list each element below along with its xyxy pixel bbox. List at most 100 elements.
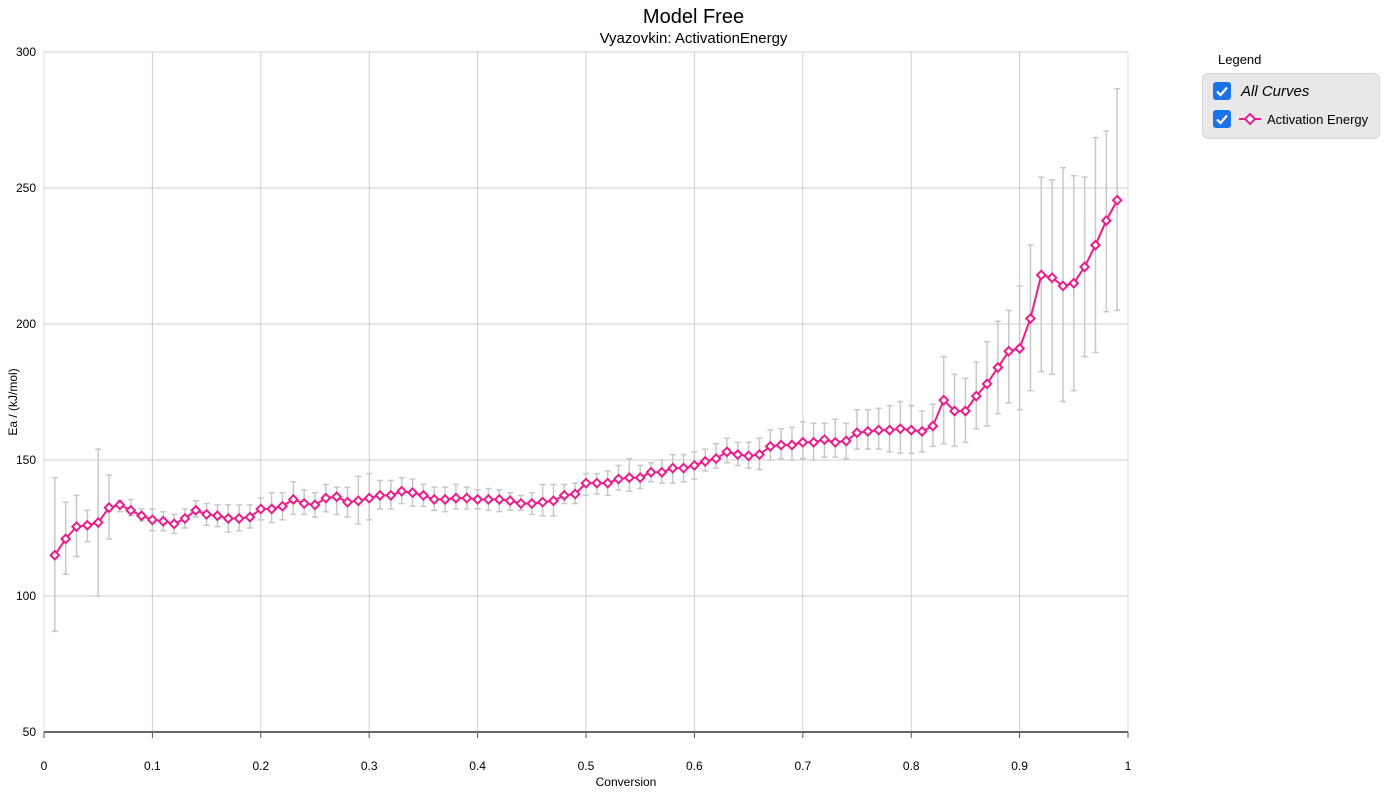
data-point: [970, 390, 982, 402]
data-point: [309, 499, 321, 511]
data-point: [677, 462, 690, 474]
legend-box: All Curves Activation Energy: [1202, 73, 1380, 139]
data-point: [222, 512, 234, 525]
data-point: [894, 423, 906, 435]
data-point: [938, 394, 950, 406]
x-tick-label: 0: [41, 759, 48, 773]
data-point: [417, 489, 430, 501]
data-point: [808, 436, 820, 448]
data-point: [602, 477, 614, 489]
data-point: [1089, 239, 1102, 251]
data-point: [699, 455, 711, 467]
data-point: [623, 472, 635, 484]
x-tick-label: 1: [1125, 759, 1132, 773]
data-point: [959, 405, 972, 417]
data-point: [656, 466, 668, 478]
legend-item-all-curves[interactable]: All Curves: [1213, 80, 1309, 102]
x-tick-label: 0.2: [252, 759, 269, 773]
y-tick-label: 200: [16, 317, 36, 331]
y-tick-label: 150: [16, 453, 36, 467]
data-point: [233, 512, 245, 525]
data-point: [558, 489, 570, 501]
data-point: [753, 448, 766, 461]
chart-title: Model Free: [642, 6, 745, 28]
data-point: [1057, 280, 1069, 292]
data-point: [1068, 277, 1080, 289]
data-point: [179, 512, 191, 525]
y-tick-label: 50: [23, 725, 37, 739]
data-point: [775, 439, 787, 451]
data-point: [320, 492, 332, 504]
data-point: [526, 497, 538, 510]
data-point: [168, 518, 180, 530]
data-point: [981, 378, 993, 390]
data-point: [125, 504, 137, 516]
data-point: [569, 488, 581, 500]
data-point: [742, 450, 755, 462]
y-tick-label: 100: [16, 589, 36, 603]
data-point: [190, 504, 202, 516]
data-point: [200, 508, 213, 521]
data-point: [612, 473, 625, 485]
data-point: [374, 489, 386, 501]
x-axis-label: Conversion: [596, 775, 657, 789]
data-point: [829, 436, 841, 448]
data-point: [276, 500, 289, 512]
data-point: [1100, 215, 1112, 227]
checkbox-checked-icon[interactable]: [1213, 82, 1231, 100]
data-point: [873, 424, 885, 436]
y-tick-label: 250: [16, 181, 36, 195]
data-point: [493, 493, 505, 506]
y-tick-label: 300: [16, 45, 36, 59]
data-point: [862, 425, 874, 438]
data-point: [114, 499, 126, 511]
data-point: [255, 503, 267, 515]
data-point: [905, 424, 917, 436]
data-point: [797, 436, 809, 448]
data-point: [244, 511, 256, 523]
data-point: [60, 533, 72, 545]
data-point: [721, 446, 733, 458]
data-point: [385, 489, 397, 501]
x-tick-label: 0.8: [903, 759, 920, 773]
data-point: [287, 493, 299, 506]
data-point: [92, 516, 104, 529]
data-point: [667, 462, 679, 474]
data-point: [1035, 269, 1047, 281]
data-point: [591, 477, 603, 489]
data-point: [764, 440, 776, 453]
data-point: [341, 496, 354, 508]
data-point: [786, 439, 798, 451]
legend-title: Legend: [1218, 52, 1262, 67]
data-point: [211, 510, 224, 522]
data-point: [81, 519, 93, 531]
x-tick-label: 0.6: [686, 759, 703, 773]
chart-subtitle: Vyazovkin: ActivationEnergy: [599, 30, 788, 47]
legend-item-activation-energy[interactable]: Activation Energy: [1213, 108, 1368, 130]
data-point: [331, 491, 343, 503]
data-point: [135, 510, 148, 522]
data-point: [439, 493, 451, 506]
data-point: [818, 433, 831, 446]
data-point: [927, 420, 939, 432]
data-point: [688, 459, 701, 472]
data-point: [70, 521, 83, 533]
data-point: [851, 427, 863, 439]
data-point: [916, 425, 928, 438]
data-point: [1003, 345, 1015, 357]
data-point: [504, 495, 516, 507]
data-point: [580, 477, 592, 489]
data-point: [363, 492, 375, 504]
data-point: [396, 485, 408, 497]
legend-label-all-curves: All Curves: [1241, 82, 1310, 100]
x-tick-label: 0.4: [469, 759, 486, 773]
data-point: [840, 435, 852, 447]
x-tick-label: 0.9: [1011, 759, 1028, 773]
y-axis-label: Ea / (kJ/mol): [6, 368, 20, 435]
x-tick-label: 0.3: [361, 759, 378, 773]
data-point: [1046, 272, 1058, 284]
data-point: [49, 549, 61, 561]
data-point: [645, 466, 657, 478]
checkbox-checked-icon[interactable]: [1213, 110, 1231, 128]
